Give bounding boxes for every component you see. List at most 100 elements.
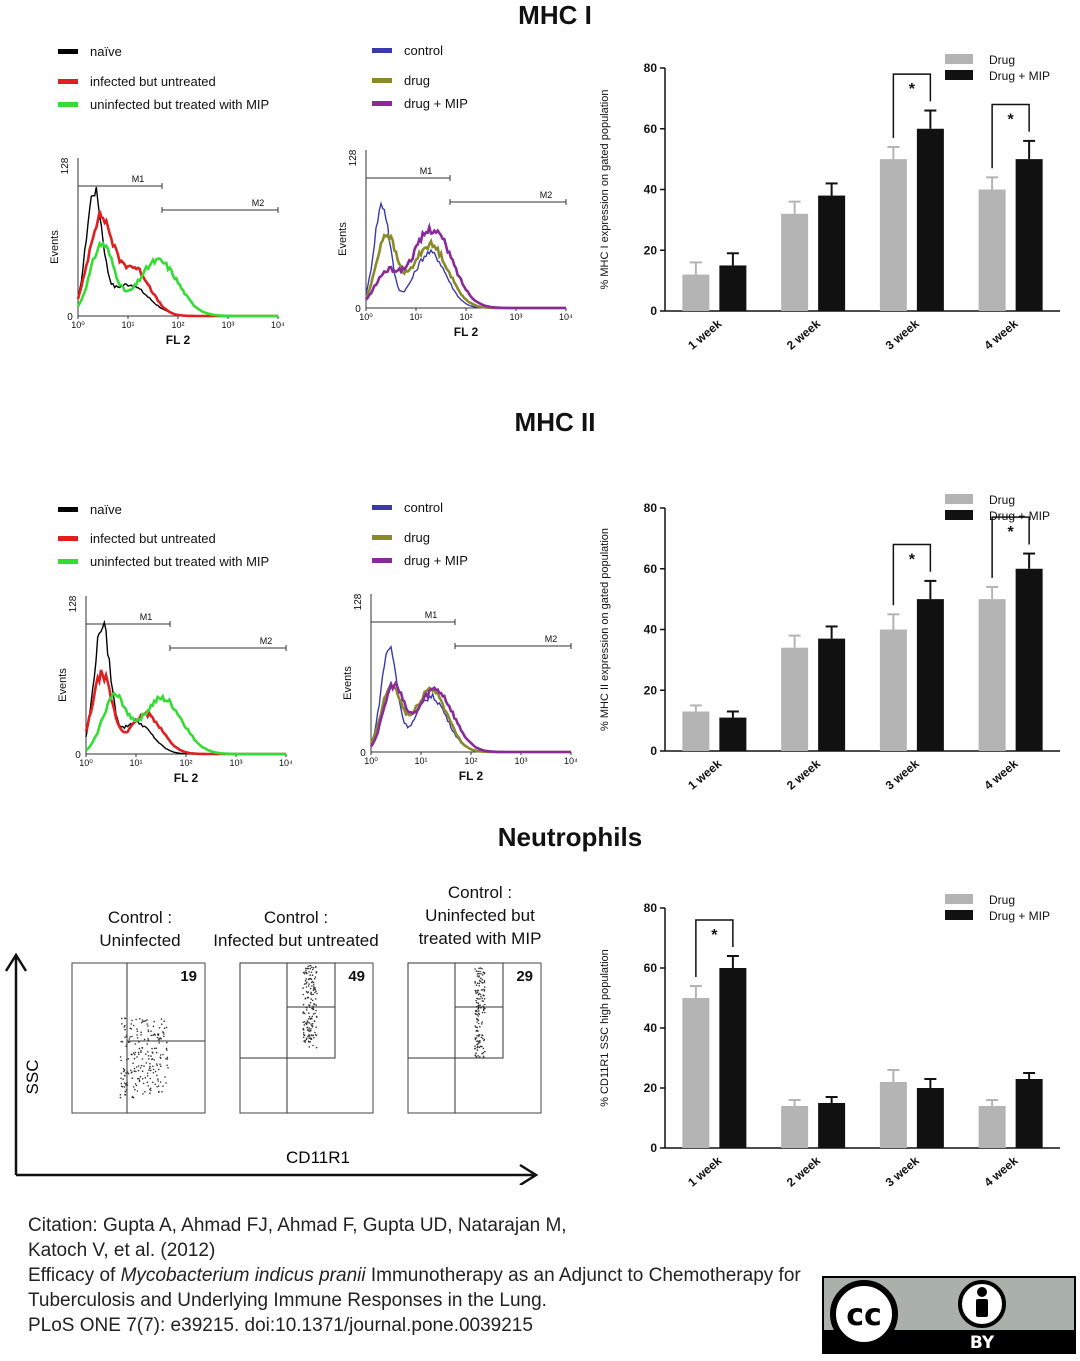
dot xyxy=(307,967,310,970)
x-tick-label: 10² xyxy=(459,312,472,322)
dot xyxy=(483,986,486,988)
dot xyxy=(314,976,317,978)
label-line: Uninfected xyxy=(99,931,181,950)
bar xyxy=(719,265,747,311)
dot xyxy=(305,986,308,988)
dot xyxy=(146,1023,148,1025)
y-axis-label: Events xyxy=(342,666,354,700)
significance-bracket xyxy=(892,543,932,606)
dot xyxy=(149,1087,152,1090)
dot xyxy=(483,989,486,992)
dot xyxy=(303,972,306,975)
dot xyxy=(483,980,486,982)
dot xyxy=(303,1024,306,1026)
x-axis-label: FL 2 xyxy=(166,333,191,347)
y-axis-label: Events xyxy=(57,668,69,702)
dot xyxy=(481,989,484,991)
dot xyxy=(138,1053,140,1056)
dot xyxy=(310,971,313,974)
dot xyxy=(479,967,482,969)
dot xyxy=(120,1082,123,1085)
dot xyxy=(123,1069,126,1071)
dot xyxy=(147,1038,149,1040)
dot xyxy=(119,1093,122,1096)
bar xyxy=(1015,1079,1043,1148)
dot xyxy=(134,1088,136,1091)
bar xyxy=(682,998,710,1148)
dot xyxy=(307,1018,310,1020)
y-tick-label: 60 xyxy=(644,122,658,136)
histogram-trace xyxy=(369,679,571,754)
dot xyxy=(133,1053,136,1056)
dot xyxy=(312,989,315,992)
dot xyxy=(124,1074,126,1077)
x-tick-label: 1 week xyxy=(685,1153,724,1189)
bar xyxy=(781,647,809,751)
dot xyxy=(133,1070,136,1072)
citation: Citation: Gupta A, Ahmad FJ, Ahmad F, Gu… xyxy=(28,1213,808,1338)
dot xyxy=(131,1077,134,1079)
dot xyxy=(123,1070,125,1073)
dot xyxy=(120,1040,122,1043)
dot xyxy=(157,1034,160,1037)
citation-line-2: Katoch V, et al. (2012) xyxy=(28,1240,216,1261)
dot xyxy=(475,999,477,1002)
dot xyxy=(159,1037,162,1040)
dot xyxy=(152,1034,154,1036)
legend-label: naïve xyxy=(90,502,122,517)
dot xyxy=(123,1086,126,1088)
dot xyxy=(311,985,313,987)
dot xyxy=(479,980,482,983)
significance-bracket xyxy=(991,516,1030,578)
bar-chart-mhc1: 0 20 40 60 80 % MHC I expression on gated pop… xyxy=(599,53,1060,353)
citation-journal: PLoS ONE 7(7): e39215. doi:10.1371/journ… xyxy=(28,1315,533,1336)
dot xyxy=(312,967,315,969)
legend-swatch xyxy=(945,54,973,64)
dot xyxy=(478,967,480,970)
dot xyxy=(475,1013,477,1015)
dot xyxy=(305,990,308,993)
dot xyxy=(475,1037,478,1039)
dot xyxy=(140,1050,142,1052)
dot xyxy=(308,1046,311,1048)
dot xyxy=(306,1026,309,1029)
dot xyxy=(134,1051,137,1054)
significance-star: * xyxy=(909,81,916,98)
legend-label: control xyxy=(404,500,444,515)
dot xyxy=(311,966,313,969)
ssc-axis-label: SSC xyxy=(23,1060,42,1095)
dot xyxy=(125,1083,128,1086)
neut-panel-label-3: Control : Uninfected but treated with MI… xyxy=(400,881,560,950)
dot xyxy=(166,1056,169,1059)
significance-star: * xyxy=(1008,524,1015,541)
dot-plot-frame xyxy=(407,962,542,1114)
dot xyxy=(308,1012,310,1014)
x-tick-label: 10⁴ xyxy=(559,312,573,322)
dot xyxy=(135,1066,138,1068)
legend-control: control xyxy=(372,500,443,515)
label-line: treated with MIP xyxy=(418,929,542,948)
dot xyxy=(128,1038,131,1040)
dot xyxy=(478,1042,480,1044)
bar xyxy=(682,711,710,751)
x-tick-label: 10³ xyxy=(229,758,242,768)
dot xyxy=(136,1056,138,1058)
neut-panel-label-2: Control : Infected but untreated xyxy=(198,906,394,952)
legend-label: drug + MIP xyxy=(404,96,468,111)
dot xyxy=(157,1033,160,1035)
dot xyxy=(479,1040,481,1042)
dot xyxy=(144,1053,147,1055)
y-min-label: 0 xyxy=(355,304,361,315)
legend-naive: naïve xyxy=(58,44,122,59)
dot xyxy=(159,1054,162,1056)
dot xyxy=(312,1044,314,1047)
dot xyxy=(481,1034,484,1037)
dot xyxy=(131,1096,134,1099)
dot xyxy=(482,1000,485,1002)
y-axis-label: % MHC II expression on gated population xyxy=(599,528,611,731)
dot xyxy=(314,991,316,994)
dot xyxy=(136,1090,139,1092)
dot xyxy=(474,1047,476,1050)
bar xyxy=(879,629,907,751)
dot xyxy=(478,1046,481,1049)
